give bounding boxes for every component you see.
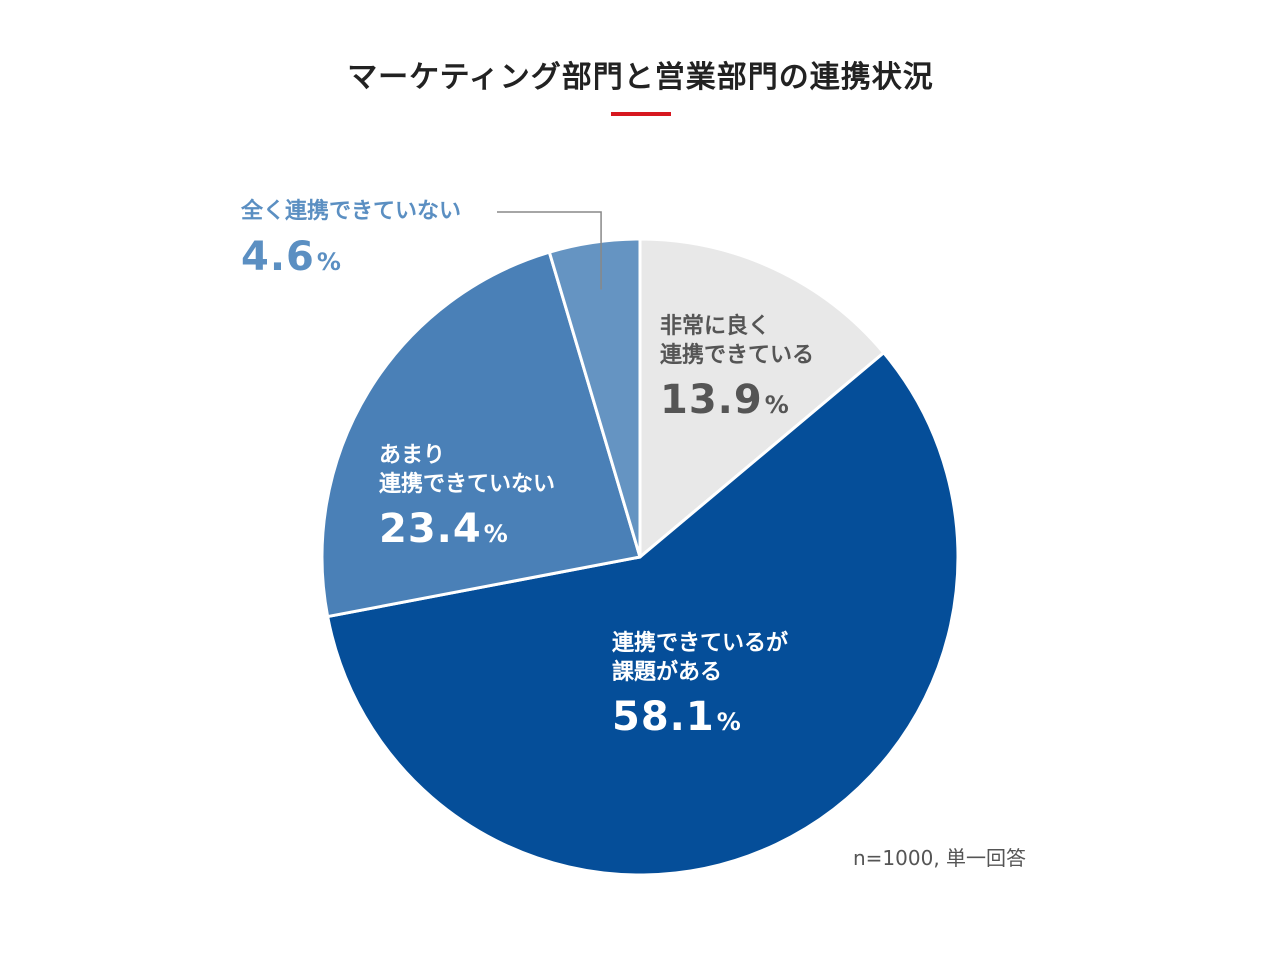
slice-value: 4.6% [241, 231, 461, 283]
chart-title: マーケティング部門と営業部門の連携状況 [347, 60, 934, 95]
slice-label-line: 全く連携できていない [241, 199, 462, 224]
slice-value-number: 58.1 [612, 694, 715, 741]
slice-label-line: 連携できている [660, 342, 815, 368]
footnote: n=1000, 単一回答 [853, 846, 1027, 870]
slice-label-not-at-all: 全く連携できていない 4.6% [241, 198, 461, 283]
slice-label-line: 連携できていない [379, 471, 556, 497]
slice-label-connected-with-issues: 連携できているが 課題がある 58.1% [612, 630, 788, 743]
title-accent-bar [611, 112, 671, 116]
slice-label-very-good: 非常に良く 連携できている 13.9% [660, 313, 814, 426]
slice-value-number: 4.6 [241, 233, 315, 280]
pie-slice-3 [547, 237, 642, 559]
slice-value-number: 13.9 [660, 377, 763, 424]
slice-label-line: あまり [379, 443, 446, 468]
pie-slice-0 [638, 237, 886, 559]
slice-value-unit: % [764, 391, 790, 420]
slice-value: 58.1% [612, 691, 788, 743]
slice-label-line: 連携できているが [612, 631, 789, 656]
slice-label-line: 非常に良く [660, 314, 771, 339]
leader-line [497, 211, 602, 290]
slice-label-not-well: あまり 連携できていない 23.4% [379, 442, 555, 555]
slice-value-unit: % [483, 520, 509, 549]
slice-value: 23.4% [379, 503, 555, 555]
pie-slice-2 [320, 250, 642, 619]
pie-slice-1 [326, 351, 960, 877]
slice-value-unit: % [716, 708, 742, 737]
slice-value: 13.9% [660, 374, 814, 426]
slice-value-number: 23.4 [379, 506, 482, 553]
slice-label-line: 課題がある [612, 659, 723, 685]
slice-value-unit: % [316, 247, 342, 276]
